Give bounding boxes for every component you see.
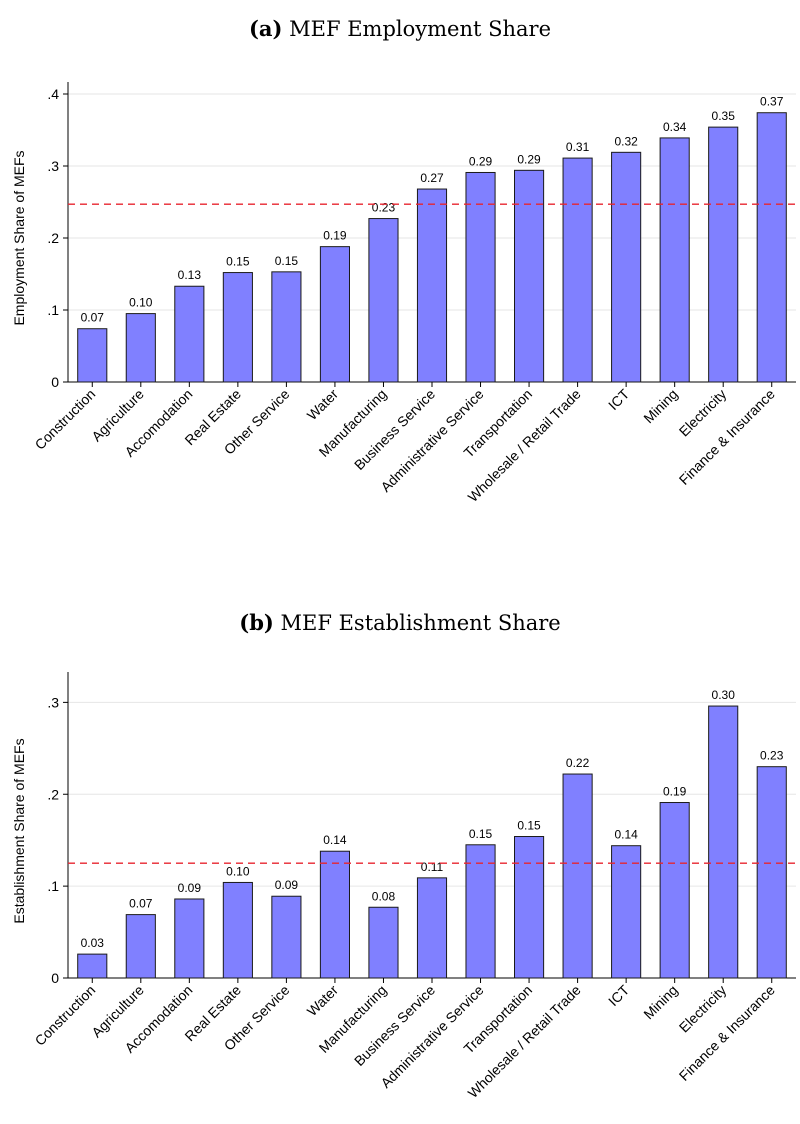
bar <box>659 137 690 383</box>
bar-value-label: 0.29 <box>517 152 541 166</box>
bar <box>514 836 545 979</box>
x-tick-label: Mining <box>640 982 680 1022</box>
bar <box>368 218 399 383</box>
panel-a-label: (a) <box>248 16 283 41</box>
bar <box>77 953 108 979</box>
panel-b-title-text: MEF Establishment Share <box>280 611 561 635</box>
bar-value-label: 0.23 <box>760 749 784 763</box>
bar-value-label: 0.13 <box>178 268 202 282</box>
x-tick-label: Water <box>304 386 342 424</box>
bar-value-label: 0.14 <box>614 828 638 842</box>
bar-value-label: 0.34 <box>663 120 687 134</box>
bar-value-label: 0.19 <box>323 229 347 243</box>
bar-value-label: 0.32 <box>614 134 638 148</box>
bar-value-label: 0.29 <box>469 154 493 168</box>
bar <box>271 895 302 979</box>
x-tick-label: Construction <box>32 982 99 1049</box>
bar-value-label: 0.22 <box>566 756 590 770</box>
bar-value-label: 0.14 <box>323 833 347 847</box>
bar <box>708 705 739 979</box>
panel-a-title: (a) MEF Employment Share <box>0 16 800 41</box>
bar-value-label: 0.15 <box>469 827 493 841</box>
bar <box>416 877 448 979</box>
bar <box>562 773 593 979</box>
bar-value-label: 0.07 <box>81 311 105 325</box>
bar <box>125 914 156 979</box>
bar <box>319 850 350 979</box>
bar-value-label: 0.09 <box>178 881 202 895</box>
bar-value-label: 0.11 <box>421 860 444 874</box>
bar-value-label: 0.10 <box>129 296 153 310</box>
bar-value-label: 0.15 <box>275 254 299 268</box>
panel-a-title-text: MEF Employment Share <box>289 17 552 41</box>
x-tick-label: Construction <box>32 386 99 453</box>
bar <box>756 112 787 383</box>
bar <box>562 157 593 383</box>
bar-value-label: 0.09 <box>275 878 299 892</box>
x-tick-label: Finance & Insurance <box>676 982 778 1084</box>
bar-value-label: 0.15 <box>226 255 250 269</box>
y-tick-label: .1 <box>47 878 59 894</box>
bar <box>756 766 787 979</box>
bar-value-label: 0.27 <box>420 171 444 185</box>
bar <box>659 802 690 979</box>
bar <box>222 881 253 979</box>
y-tick-label: .2 <box>47 786 59 802</box>
establishment-share-chart: 0 .1 .2 .3 Establishment Share of MEFs 0.03 Co… <box>11 672 796 1101</box>
y-tick-label: .3 <box>47 158 59 174</box>
bar <box>416 188 448 383</box>
bar-value-label: 0.07 <box>129 897 153 911</box>
bar-value-label: 0.37 <box>760 95 784 109</box>
bar <box>465 171 496 383</box>
y-tick-label: .1 <box>47 302 59 318</box>
panel-b-label: (b) <box>239 610 274 635</box>
bar <box>708 126 739 383</box>
bar-value-label: 0.30 <box>712 688 736 702</box>
bar-value-label: 0.23 <box>372 201 396 215</box>
bar <box>174 285 205 383</box>
bar <box>611 845 642 979</box>
employment-share-chart: 0 .1 .2 .3 .4 Employment Share of MEFs 0.07 Con… <box>11 82 796 505</box>
y-tick-label: .3 <box>47 694 59 710</box>
bar <box>174 898 205 979</box>
x-tick-label: Water <box>304 982 342 1020</box>
x-tick-label: ICT <box>605 385 633 413</box>
x-tick-label: Finance & Insurance <box>676 386 778 488</box>
bar-value-label: 0.31 <box>566 140 590 154</box>
bar <box>222 272 253 383</box>
x-tick-label: Mining <box>640 386 680 426</box>
y-axis-label: Employment Share of MEFs <box>11 150 27 325</box>
x-tick-label: ICT <box>605 981 633 1009</box>
bar-value-label: 0.03 <box>81 936 105 950</box>
bar <box>611 151 642 383</box>
bar <box>77 328 108 383</box>
bar <box>368 906 399 979</box>
y-tick-label: 0 <box>51 374 59 390</box>
panel-b-title: (b) MEF Establishment Share <box>0 610 800 635</box>
bar <box>514 169 545 383</box>
bar-value-label: 0.08 <box>372 889 396 903</box>
bar <box>271 271 302 383</box>
bar <box>319 246 350 383</box>
bar-value-label: 0.35 <box>712 109 736 123</box>
y-axis-label: Establishment Share of MEFs <box>11 738 27 923</box>
y-tick-label: .2 <box>47 230 59 246</box>
y-tick-label: .4 <box>47 86 59 102</box>
y-tick-label: 0 <box>51 970 59 986</box>
bar <box>465 844 496 979</box>
bar-value-label: 0.15 <box>517 819 541 833</box>
bar-value-label: 0.10 <box>226 864 250 878</box>
bar-value-label: 0.19 <box>663 785 687 799</box>
bar <box>125 313 156 383</box>
